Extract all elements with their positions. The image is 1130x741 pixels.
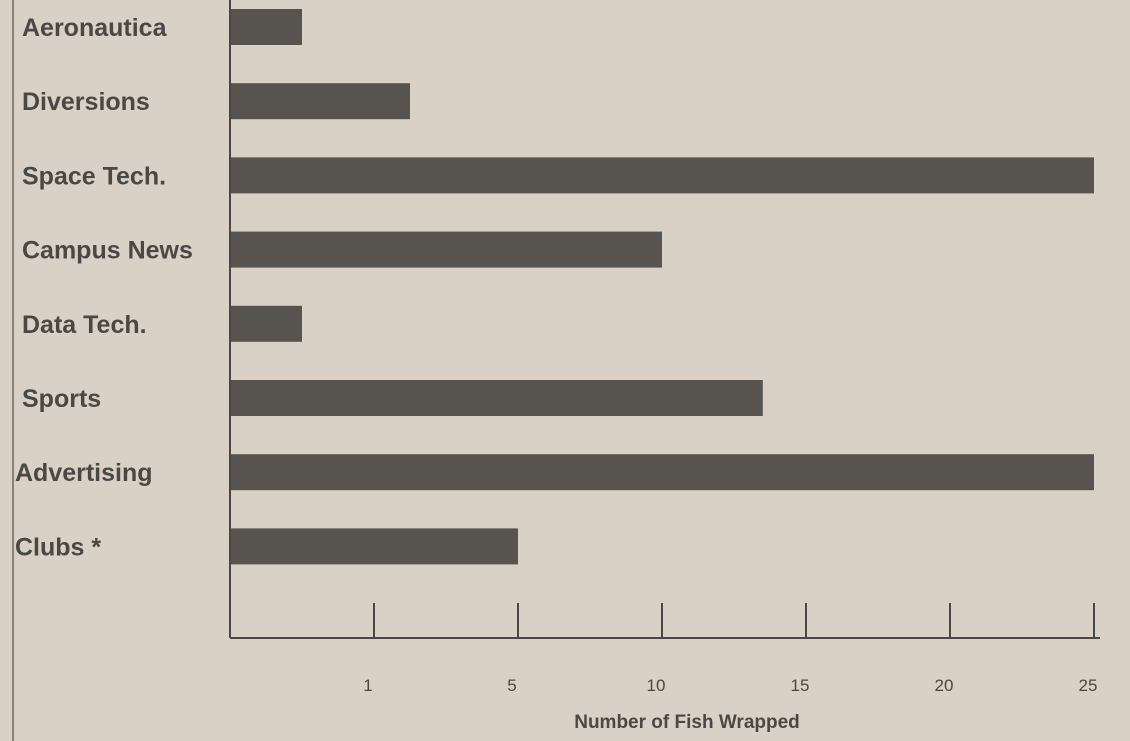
bar-data-tech [230, 305, 302, 342]
category-labels: Aeronautica Diversions Space Tech. Campus N… [15, 14, 193, 561]
bar-clubs [230, 528, 518, 565]
category-label-advertising: Advertising [15, 459, 153, 487]
page-edge-rule [12, 0, 14, 741]
x-ticks [373, 603, 1095, 638]
category-label-sports: Sports [22, 385, 101, 413]
bars-group [230, 9, 1094, 565]
bar-sports [230, 380, 763, 416]
x-tick-label-15: 15 [791, 676, 810, 695]
bar-space-tech [230, 157, 1094, 194]
bar-diversions [230, 83, 410, 120]
x-tick-label-20: 20 [935, 676, 954, 695]
bar-campus-news [230, 231, 662, 268]
category-label-space-tech: Space Tech. [22, 162, 166, 190]
x-tick-labels: 1 5 10 15 20 25 [363, 676, 1097, 695]
bar-advertising [230, 454, 1094, 491]
category-label-diversions: Diversions [22, 88, 150, 116]
category-label-data-tech: Data Tech. [22, 311, 147, 339]
category-label-aeronautica: Aeronautica [22, 14, 168, 42]
x-axis-title: Number of Fish Wrapped [574, 712, 800, 733]
x-tick-label-1: 1 [363, 676, 372, 695]
category-label-clubs: Clubs * [15, 533, 101, 561]
x-tick-label-25: 25 [1079, 676, 1098, 695]
x-tick-label-10: 10 [647, 676, 666, 695]
category-label-campus-news: Campus News [22, 237, 193, 265]
bar-aeronautica [230, 9, 302, 45]
x-tick-label-5: 5 [507, 676, 516, 695]
